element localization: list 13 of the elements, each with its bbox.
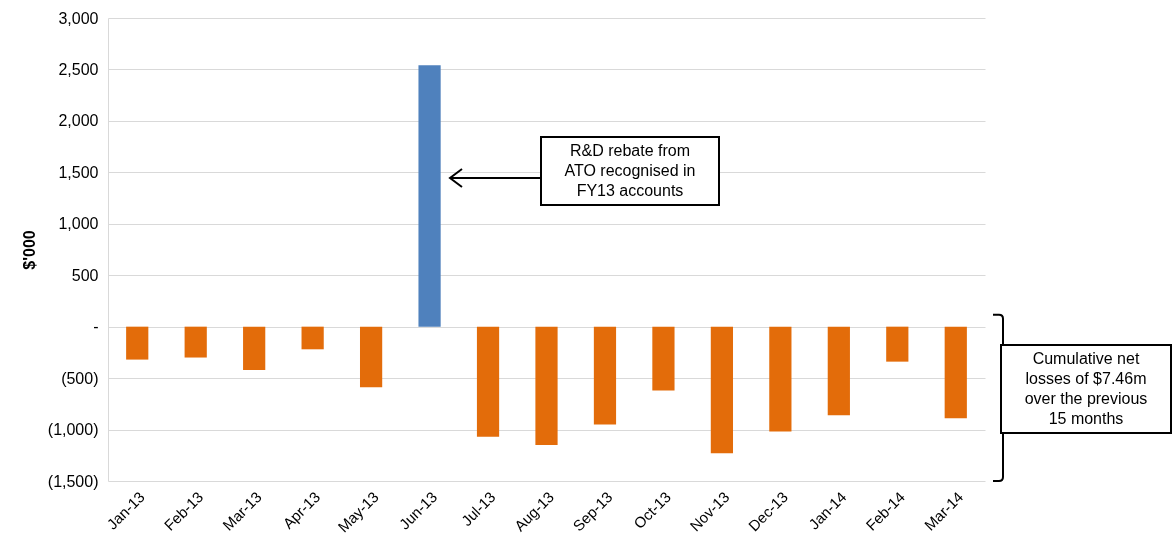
y-tick-label: 2,500 [58,60,99,78]
y-tick-label: (1,000) [47,421,99,439]
y-tick-label: 1,500 [58,163,99,181]
text: Cumulative net losses of $7.46m over the previous 15 months [1000,343,1172,434]
y-tick-label: 500 [71,266,99,284]
y-tick-label: 3,000 [58,9,99,27]
y-tick-label: 1,000 [58,215,99,233]
annotation: R&D rebate from ATO recognised in FY13 accounts [540,136,720,206]
y-tick-label: - [93,318,99,336]
y-axis-title: $'000 [20,230,38,270]
y-tick-label: 2,000 [58,112,99,130]
y-tick-label: (1,500) [47,472,99,490]
y-tick-label: (500) [61,369,99,387]
